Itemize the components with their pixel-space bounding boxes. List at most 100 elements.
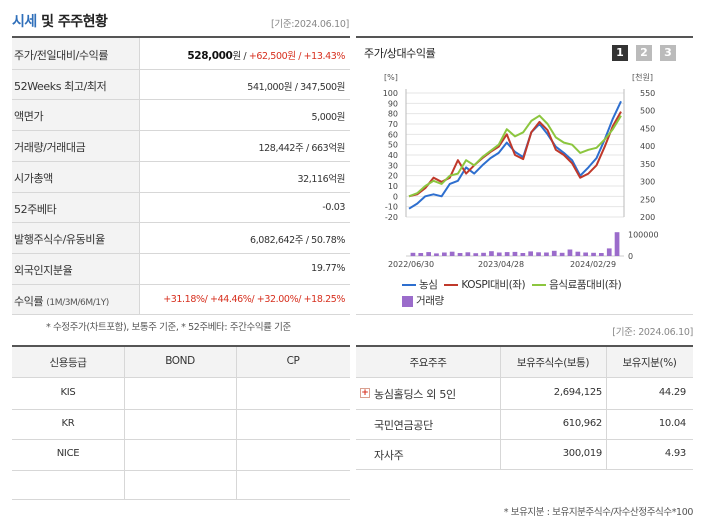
- volume-bar: [457, 253, 463, 256]
- y-right-tick: 350: [640, 160, 655, 169]
- chart-page-2-button[interactable]: 2: [636, 45, 652, 61]
- quote-label-text: 52주베타: [14, 202, 57, 216]
- volume-bar: [591, 252, 596, 257]
- y-left-tick: 50: [388, 141, 398, 150]
- divider: [12, 377, 350, 378]
- y-left-tick: 0: [393, 192, 398, 201]
- divider: [12, 283, 350, 285]
- y-right-tick: 400: [640, 142, 655, 151]
- quote-value: 32,116억원: [297, 173, 345, 185]
- holder-header-bg: [356, 347, 693, 377]
- divider: [12, 130, 350, 132]
- quote-value: +31.18%/ +44.46%/ +32.00%/ +18.25%: [163, 293, 345, 305]
- quote-label-text: 거래량/거래대금: [14, 141, 86, 155]
- volume-bar: [544, 252, 549, 256]
- date-stamp: [기준:2024.06.10]: [271, 19, 349, 30]
- divider: [12, 408, 350, 410]
- volume-bar: [426, 252, 431, 256]
- chart-page-3-button[interactable]: 3: [660, 45, 676, 61]
- quote-label-sub: (1M/3M/6M/1Y): [46, 297, 109, 308]
- quote-label: 수익률 (1M/3M/6M/1Y): [14, 293, 109, 309]
- divider: [356, 439, 693, 440]
- legend-swatch-kospi: [444, 284, 459, 286]
- legend-label-nongshim: 농심: [418, 279, 438, 291]
- holder-top-border: [356, 345, 693, 347]
- y-left-tick: 10: [388, 182, 398, 191]
- holder-header-name: 주요주주: [409, 357, 447, 369]
- legend-swatch-food: [532, 284, 547, 286]
- price-change: +62,500원 / +13.43%: [248, 51, 346, 62]
- legend-label-kospi: KOSPI대비(좌): [461, 279, 526, 291]
- divider: [12, 499, 350, 500]
- quote-label: 시가총액: [14, 170, 53, 186]
- quote-value: 19.77%: [311, 262, 345, 274]
- divider: [356, 469, 693, 470]
- series-line-2: [408, 114, 622, 198]
- table-top-border: [12, 36, 350, 38]
- holder-shares: 2,694,125: [553, 387, 603, 398]
- holder-header-pct: 보유지분(%): [622, 357, 677, 369]
- divider: [356, 377, 693, 378]
- y-right-tick: 500: [640, 107, 655, 116]
- chart-legend: 농심 KOSPI대비(좌) 음식료품대비(좌): [402, 277, 692, 292]
- price-unit: 원 /: [232, 51, 249, 62]
- chart-page-1-button[interactable]: 1: [612, 45, 628, 61]
- quote-label-text: 52Weeks 최고/최저: [14, 79, 107, 93]
- credit-agency: KIS: [60, 387, 76, 398]
- quote-value: 541,000원 / 347,500원: [247, 81, 345, 93]
- credit-agency: KR: [61, 417, 75, 429]
- y-left-tick: -10: [385, 203, 398, 212]
- divider: [12, 222, 350, 224]
- quote-value: -0.03: [322, 201, 345, 213]
- holder-pct: 4.93: [664, 448, 686, 459]
- x-tick-label: 2023/04/28: [478, 260, 524, 269]
- holder-pct: 10.04: [658, 417, 686, 429]
- volume-bar: [583, 252, 588, 256]
- quote-footnote: * 수정주가(차트포함), 보통주 기준, * 52주베타: 주간수익률 기준: [46, 322, 291, 333]
- y-right-tick: 200: [640, 213, 655, 222]
- legend-swatch-nongshim: [402, 284, 416, 286]
- section-title: 시세 및 주주현황: [12, 11, 108, 31]
- volume-bar: [489, 251, 494, 256]
- volume-bar: [559, 252, 565, 257]
- y-left-tick: 40: [388, 151, 398, 160]
- legend-label-food: 음식료품대비(좌): [549, 279, 622, 291]
- expand-holder-button[interactable]: +: [360, 388, 370, 398]
- divider: [12, 160, 350, 162]
- volume-bar: [410, 252, 416, 257]
- y-right-tick: 300: [640, 178, 655, 187]
- y-left-tick: 20: [388, 172, 398, 181]
- volume-tick: 0: [628, 252, 633, 261]
- volume-bar: [567, 249, 573, 256]
- quote-label-text: 발행주식수/유동비율: [14, 233, 105, 247]
- title-suffix: 및 주주현황: [36, 14, 108, 30]
- holder-name: 국민연금공단: [374, 418, 433, 432]
- chart-legend-volume: 거래량: [402, 293, 444, 308]
- legend-label-volume: 거래량: [415, 295, 444, 307]
- divider: [12, 191, 350, 193]
- quote-label: 52주베타: [14, 201, 57, 217]
- quote-label-text: 수익률: [14, 294, 44, 308]
- left-unit-label: [%]: [384, 73, 398, 82]
- divider: [500, 347, 501, 469]
- holder-shares: 610,962: [562, 417, 603, 429]
- legend-swatch-volume: [402, 295, 413, 307]
- y-left-tick: 100: [383, 89, 398, 98]
- volume-bar: [473, 253, 479, 256]
- holder-header-shares: 보유주식수(보통): [516, 357, 590, 369]
- label-column-bg: [12, 38, 139, 314]
- y-left-tick: -20: [385, 213, 398, 222]
- quote-label: 거래량/거래대금: [14, 139, 86, 155]
- series-line-0: [408, 100, 622, 210]
- quote-label-text: 시가총액: [14, 171, 53, 185]
- divider: [606, 347, 607, 469]
- holder-name[interactable]: 농심홀딩스 외 5인: [374, 388, 456, 401]
- quote-label: 주가/전일대비/수익률: [14, 47, 108, 63]
- divider: [356, 408, 693, 410]
- title-prefix: 시세: [12, 14, 37, 30]
- y-left-tick: 90: [388, 99, 398, 108]
- volume-bar: [504, 252, 510, 256]
- divider: [139, 38, 140, 314]
- volume-bar: [536, 252, 541, 256]
- credit-header-cp: CP: [286, 355, 300, 367]
